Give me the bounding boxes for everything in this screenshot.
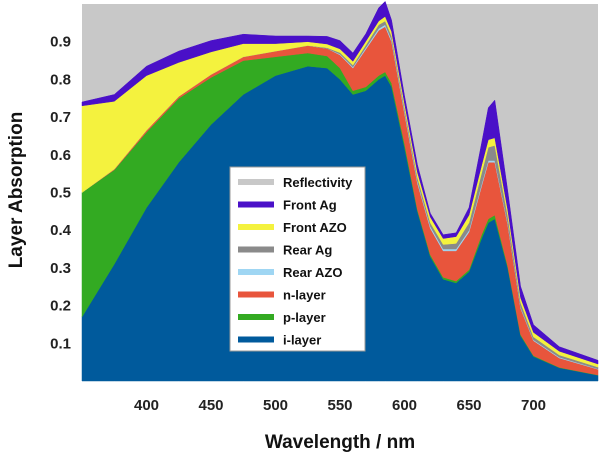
legend-label-n-layer: n-layer <box>283 288 326 303</box>
x-tick-label: 450 <box>198 397 223 414</box>
x-tick-label: 600 <box>392 397 417 414</box>
y-axis-title: Layer Absorption <box>6 112 27 269</box>
legend-label-reflectivity: Reflectivity <box>283 175 353 190</box>
legend-box <box>229 166 366 352</box>
front-ag-area <box>81 0 599 365</box>
legend-label-p-layer: p-layer <box>283 310 326 325</box>
y-tick-label: 0.4 <box>50 222 72 239</box>
y-tick-label: 0.5 <box>50 185 71 202</box>
y-tick-label: 0.3 <box>50 260 71 277</box>
y-tick-label: 0.1 <box>50 335 71 352</box>
x-tick-label: 650 <box>456 397 481 414</box>
legend-label-i-layer: i-layer <box>283 333 321 348</box>
x-tick-label: 550 <box>327 397 352 414</box>
x-tick-label: 700 <box>521 397 546 414</box>
x-tick-label: 400 <box>134 397 159 414</box>
y-tick-label: 0.2 <box>50 298 71 315</box>
legend: Reflectivity Front Ag Front AZO Rear Ag Rear… <box>229 166 366 352</box>
y-tick-label: 0.9 <box>50 34 71 51</box>
legend-label-rear-ag: Rear Ag <box>283 243 332 258</box>
x-axis-title: Wavelength / nm <box>265 432 415 453</box>
legend-label-front-azo: Front AZO <box>283 220 347 235</box>
y-tick-label: 0.7 <box>50 109 71 126</box>
y-tick-label: 0.6 <box>50 147 71 164</box>
y-tick-label: 0.8 <box>50 71 71 88</box>
legend-label-front-ag: Front Ag <box>283 198 337 213</box>
x-tick-label: 500 <box>263 397 288 414</box>
legend-label-rear-azo: Rear AZO <box>283 265 342 280</box>
axes: 400 450 500 550 600 650 700 0.1 0.2 0.3 0.4 0.5 0.6 0… <box>50 34 546 414</box>
